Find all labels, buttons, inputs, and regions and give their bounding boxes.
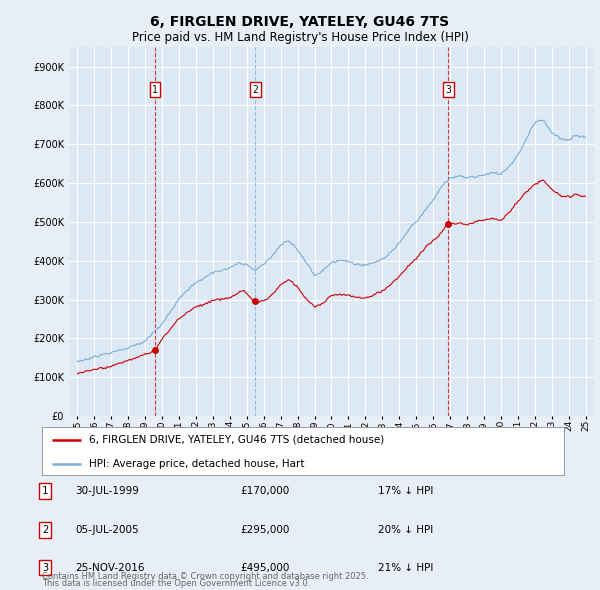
Text: 17% ↓ HPI: 17% ↓ HPI (378, 486, 433, 496)
Text: This data is licensed under the Open Government Licence v3.0.: This data is licensed under the Open Gov… (42, 579, 310, 588)
Text: 05-JUL-2005: 05-JUL-2005 (75, 525, 139, 535)
Text: 2: 2 (42, 525, 48, 535)
Text: 6, FIRGLEN DRIVE, YATELEY, GU46 7TS: 6, FIRGLEN DRIVE, YATELEY, GU46 7TS (151, 15, 449, 29)
Text: 30-JUL-1999: 30-JUL-1999 (75, 486, 139, 496)
Text: 6, FIRGLEN DRIVE, YATELEY, GU46 7TS (detached house): 6, FIRGLEN DRIVE, YATELEY, GU46 7TS (det… (89, 435, 384, 445)
Text: £295,000: £295,000 (240, 525, 289, 535)
Text: 2: 2 (253, 85, 259, 95)
Text: 3: 3 (445, 85, 451, 95)
Text: 1: 1 (42, 486, 48, 496)
Text: 20% ↓ HPI: 20% ↓ HPI (378, 525, 433, 535)
Text: 1: 1 (152, 85, 158, 95)
Text: HPI: Average price, detached house, Hart: HPI: Average price, detached house, Hart (89, 459, 304, 469)
Text: 3: 3 (42, 563, 48, 572)
Text: £170,000: £170,000 (240, 486, 289, 496)
Text: Contains HM Land Registry data © Crown copyright and database right 2025.: Contains HM Land Registry data © Crown c… (42, 572, 368, 581)
Text: Price paid vs. HM Land Registry's House Price Index (HPI): Price paid vs. HM Land Registry's House … (131, 31, 469, 44)
Text: 25-NOV-2016: 25-NOV-2016 (75, 563, 145, 572)
Text: 21% ↓ HPI: 21% ↓ HPI (378, 563, 433, 572)
Text: £495,000: £495,000 (240, 563, 289, 572)
